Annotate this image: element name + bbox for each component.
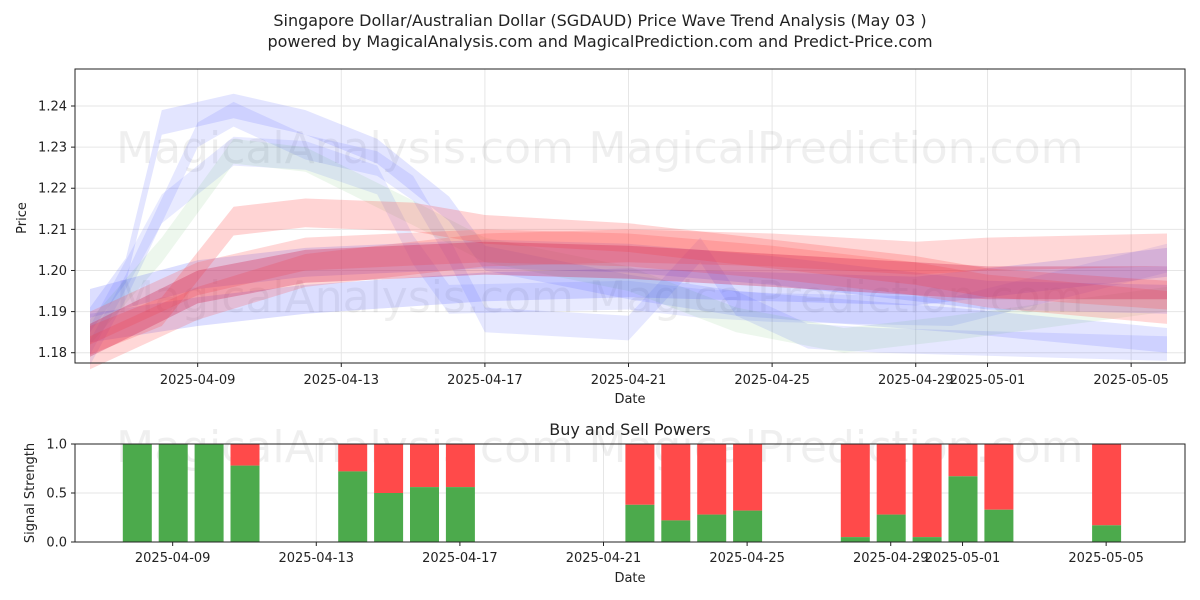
signal-x-ticks: 2025-04-09 2025-04-13 2025-04-17 2025-04-21… bbox=[135, 542, 1144, 566]
signal-x-tick-label: 2025-05-05 bbox=[1068, 551, 1144, 566]
watermark-analysis-top: MagicalAnalysis.com bbox=[116, 123, 574, 174]
buy-power-bar bbox=[122, 444, 152, 542]
price-wave-band-4 bbox=[90, 138, 1167, 353]
sell-power-bar bbox=[445, 444, 475, 488]
sell-power-bar bbox=[1092, 444, 1122, 526]
sell-power-bar bbox=[948, 444, 978, 477]
price-x-tick-label: 2025-04-29 bbox=[878, 373, 954, 388]
buy-power-bar bbox=[984, 509, 1014, 542]
buy-power-bar bbox=[1092, 525, 1122, 542]
price-wave-band-1 bbox=[90, 93, 1167, 353]
buy-power-bar bbox=[230, 465, 260, 542]
signal-x-tick-label: 2025-04-09 bbox=[135, 551, 211, 566]
price-y-axis-label: Price bbox=[15, 202, 30, 234]
price-x-tick-label: 2025-04-17 bbox=[447, 373, 523, 388]
price-y-tick-label: 1.21 bbox=[38, 223, 67, 238]
buy-power-bar bbox=[625, 504, 655, 542]
price-y-tick-label: 1.20 bbox=[38, 264, 67, 279]
price-wave-band-6 bbox=[90, 247, 1167, 343]
buy-power-bar bbox=[697, 514, 727, 542]
signal-x-tick-label: 2025-04-29 bbox=[853, 551, 929, 566]
price-wave-band-10 bbox=[90, 241, 1167, 357]
signal-x-tick-label: 2025-05-01 bbox=[925, 551, 1001, 566]
price-wave-band-2 bbox=[90, 101, 1167, 366]
sell-power-bar bbox=[661, 444, 691, 521]
buy-power-bar bbox=[338, 471, 368, 542]
price-watermarks: MagicalAnalysis.com MagicalPrediction.co… bbox=[116, 123, 1083, 323]
buy-power-bar bbox=[661, 520, 691, 542]
sell-power-bar bbox=[840, 444, 870, 538]
sell-power-bar bbox=[410, 444, 439, 488]
sell-power-bar bbox=[912, 444, 942, 538]
signal-bars-group bbox=[122, 444, 1122, 542]
price-x-tick-label: 2025-04-21 bbox=[591, 373, 667, 388]
signal-y-ticks: 0.0 0.5 1.0 bbox=[46, 438, 75, 551]
chart-title-line1: Singapore Dollar/Australian Dollar (SGDA… bbox=[273, 11, 926, 30]
price-wave-band-9 bbox=[90, 229, 1167, 345]
sell-power-bar bbox=[984, 444, 1014, 510]
signal-x-tick-label: 2025-04-25 bbox=[709, 551, 785, 566]
price-y-tick-label: 1.18 bbox=[38, 346, 67, 361]
price-wave-band-7 bbox=[90, 198, 1167, 355]
price-wave-band-8 bbox=[90, 229, 1167, 370]
sell-power-bar bbox=[733, 444, 763, 511]
watermark-prediction-top: MagicalPrediction.com bbox=[589, 123, 1084, 174]
price-x-tick-label: 2025-04-25 bbox=[734, 373, 810, 388]
buy-power-bar bbox=[158, 444, 188, 542]
price-y-tick-label: 1.24 bbox=[38, 100, 67, 115]
signal-x-tick-label: 2025-04-17 bbox=[422, 551, 498, 566]
price-x-tick-label: 2025-05-05 bbox=[1093, 373, 1169, 388]
buy-power-bar bbox=[733, 510, 763, 542]
buy-power-bar bbox=[445, 487, 475, 542]
buy-power-bar bbox=[374, 493, 404, 542]
buy-power-bar bbox=[876, 514, 906, 542]
price-x-axis-label: Date bbox=[614, 392, 645, 407]
watermark-analysis-mid: MagicalAnalysis.com bbox=[116, 272, 574, 323]
buy-power-bar bbox=[840, 537, 870, 542]
price-y-tick-label: 1.19 bbox=[38, 305, 67, 320]
price-y-ticks: 1.18 1.19 1.20 1.21 1.22 1.23 1.24 bbox=[38, 100, 75, 361]
buy-power-bar bbox=[410, 487, 439, 542]
signal-y-tick-label: 0.5 bbox=[46, 487, 67, 502]
price-plot-area bbox=[75, 69, 1185, 363]
sell-power-bar bbox=[338, 444, 368, 472]
price-wave-band-3 bbox=[90, 136, 1167, 355]
signal-y-axis-label: Signal Strength bbox=[23, 443, 38, 543]
signal-x-axis-label: Date bbox=[614, 571, 645, 586]
sell-power-bar bbox=[230, 444, 260, 466]
price-series-group bbox=[90, 93, 1167, 370]
buy-power-bar bbox=[948, 476, 978, 542]
buy-power-bar bbox=[194, 444, 224, 542]
watermark-prediction-mid: MagicalPrediction.com bbox=[589, 272, 1084, 323]
sell-power-bar bbox=[625, 444, 655, 505]
price-grid bbox=[75, 69, 1185, 363]
price-y-tick-label: 1.22 bbox=[38, 182, 67, 197]
signal-y-tick-label: 0.0 bbox=[46, 536, 67, 551]
buy-power-bar bbox=[912, 537, 942, 542]
price-panel: MagicalAnalysis.com MagicalPrediction.co… bbox=[15, 68, 1186, 407]
signal-panel: Buy and Sell Powers MagicalAnalysis.com … bbox=[23, 420, 1186, 586]
price-x-ticks: 2025-04-09 2025-04-13 2025-04-17 2025-04-21… bbox=[160, 363, 1169, 388]
signal-x-tick-label: 2025-04-21 bbox=[566, 551, 642, 566]
signal-panel-title: Buy and Sell Powers bbox=[549, 420, 711, 439]
price-y-tick-label: 1.23 bbox=[38, 141, 67, 156]
price-x-tick-label: 2025-04-09 bbox=[160, 373, 236, 388]
price-wave-band-5 bbox=[90, 239, 1167, 318]
signal-y-tick-label: 1.0 bbox=[46, 438, 67, 453]
price-x-tick-label: 2025-05-01 bbox=[950, 373, 1026, 388]
sell-power-bar bbox=[876, 444, 906, 515]
signal-x-tick-label: 2025-04-13 bbox=[278, 551, 354, 566]
price-plot-frame bbox=[74, 68, 1186, 364]
price-x-tick-label: 2025-04-13 bbox=[303, 373, 379, 388]
sell-power-bar bbox=[374, 444, 404, 493]
chart-title-line2: powered by MagicalAnalysis.com and Magic… bbox=[267, 32, 932, 51]
sell-power-bar bbox=[697, 444, 727, 515]
